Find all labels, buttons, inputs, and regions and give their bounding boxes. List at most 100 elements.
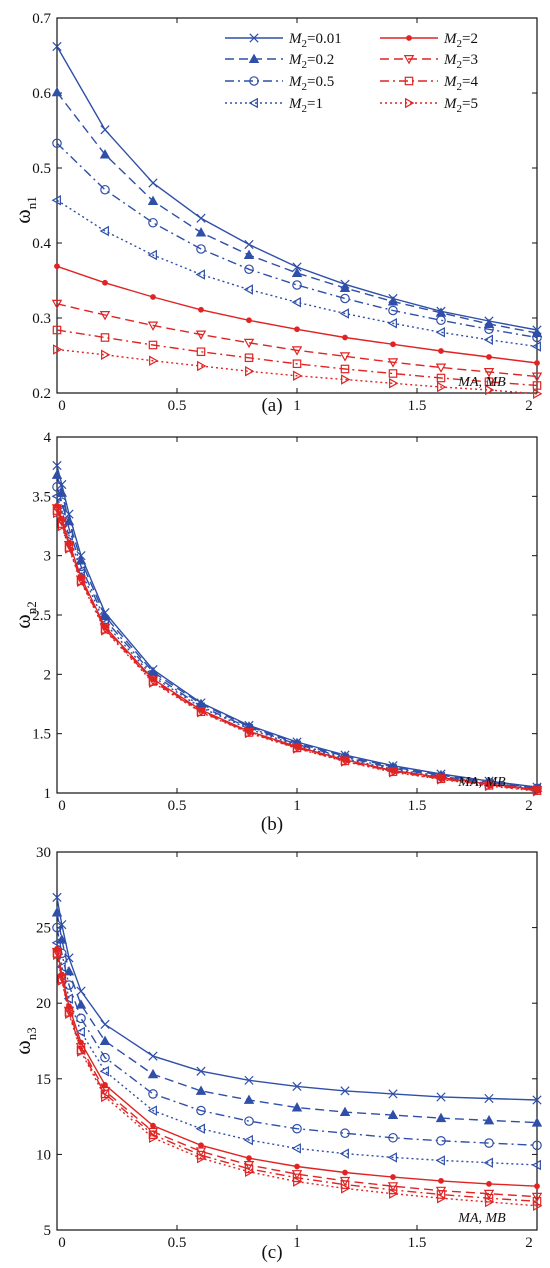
panel-a-series-1-point	[387, 296, 399, 306]
panel-c-series-4-point	[198, 1142, 204, 1149]
panel-c-series-7-point	[101, 1091, 111, 1103]
panel-c-series-4-point	[438, 1177, 444, 1184]
legend-label-1-value: =0.2	[307, 52, 334, 68]
panel-a-series-4-point	[294, 326, 300, 333]
panel-a-series-3-point	[99, 225, 109, 237]
panel-c-label: (c)	[261, 1242, 282, 1263]
panel-b-series-7-point	[57, 520, 68, 532]
legend-label-6-value: =4	[462, 74, 478, 90]
legend-label-4: M2=2	[443, 31, 478, 50]
panel-a-series-3-point	[435, 327, 445, 338]
panel-a-series-4-point	[438, 348, 444, 354]
panel-b-series	[51, 460, 543, 797]
panel-c-series-line-7	[56, 954, 538, 1207]
panel-a-series-6-point	[436, 373, 446, 383]
panel-c-series-2-point	[532, 1140, 542, 1151]
panel-a-series-2-point	[388, 305, 398, 316]
panel-b-y-tick-label: 1	[44, 786, 52, 802]
panel-c-series-0-point	[532, 1095, 542, 1105]
panel-c-y-tick-label: 5	[44, 1223, 52, 1239]
legend-label-4-value: =2	[462, 31, 478, 47]
panel-a-series-6-point	[196, 347, 206, 357]
legend-label-7-sub: 2	[457, 103, 463, 115]
panel-a-y-tick-label: 0.6	[32, 86, 51, 102]
panel-c-series-5-point	[63, 1006, 75, 1017]
panel-a-y-axis-label-sub: n1	[24, 196, 39, 209]
panel-a-series-0-point	[196, 213, 206, 223]
panel-c-series-1-point	[195, 1085, 207, 1095]
panel-c-y-axis-label: ωn3	[10, 1027, 39, 1054]
panel-a-series-5-point	[531, 372, 543, 382]
panel-c-y-tick-label: 15	[36, 1072, 51, 1088]
panel-a-series-line-7	[56, 348, 538, 395]
panel-c-series-4-point	[534, 1183, 540, 1190]
panel-c-series-3-point	[51, 937, 61, 948]
legend-label-5-sub: 2	[457, 59, 463, 71]
panel-c-series-3-point	[75, 1026, 85, 1038]
legend-label-4-m: M	[443, 31, 458, 47]
panel-a: 0.20.30.40.50.60.7 0 0.5 1 1.5 2 ωn1 MA, MB …	[10, 11, 543, 416]
panel-b-series-5-point	[75, 575, 87, 585]
panel-b-series-7-point	[101, 625, 111, 636]
panel-a-series-2-point	[100, 184, 110, 195]
panel-a-series-7-point	[533, 388, 543, 399]
panel-c-series-0-point	[292, 1081, 302, 1091]
legend-marker-1	[248, 53, 260, 63]
panel-c-series-4-point	[342, 1169, 348, 1176]
panel-c-series-7-point	[149, 1132, 159, 1143]
legend-label-6: M2=4	[443, 74, 478, 93]
panel-b-x-tick-label: 0.5	[168, 798, 187, 814]
panel-a-series-4-point	[342, 334, 348, 341]
panel-c-series-4-point	[150, 1122, 156, 1129]
panel-a-series-6-point	[484, 377, 494, 387]
legend-marker-5	[403, 55, 415, 65]
panel-c-series-1-point	[291, 1102, 303, 1112]
panel-a-y-ticks: 0.2 0.3 0.4 0.5 0.6 0.7	[32, 11, 537, 402]
panel-c-series-7-point	[77, 1046, 87, 1057]
panel-a-series-7-point	[53, 344, 63, 355]
panel-c-series-0-point	[100, 1019, 110, 1029]
legend-label-1-sub: 2	[302, 59, 308, 71]
panel-c-series-7-point	[57, 975, 68, 986]
panel-b-series-7-point	[53, 507, 63, 519]
panel-b-y-tick-label: 3	[44, 549, 52, 565]
panel-c-series	[51, 892, 543, 1212]
panel-c-series-2-point	[292, 1123, 302, 1134]
panel-a-series-1-point	[195, 227, 207, 237]
panel-c-series-0-point	[340, 1086, 350, 1096]
panel-b-series-line-7	[56, 512, 538, 792]
panel-c-series-4-point	[294, 1163, 300, 1170]
panel-c-x-tick-label: 0.5	[168, 1235, 187, 1251]
panel-a-x-tick-label: 1.5	[408, 398, 427, 414]
legend-label-2-value: =0.5	[307, 74, 334, 90]
panel-a-series-5-point	[195, 330, 207, 340]
panel-a-series-1-point	[99, 149, 111, 159]
legend-label-0-m: M	[288, 31, 303, 47]
legend-marker-0	[249, 33, 259, 43]
panel-a-series-5-point	[291, 346, 303, 356]
panel-c-series-5-point	[56, 973, 68, 983]
panel-a-series-3-point	[147, 249, 157, 261]
panel-c-series-line-1	[56, 912, 538, 1124]
panel-a-y-tick-label: 0.5	[32, 161, 51, 177]
panel-a-x-tick-label: 1	[293, 398, 301, 414]
panel-a-x-axis-label: MA, MB	[457, 375, 506, 390]
panel-c-series-7-point	[341, 1183, 351, 1194]
panel-b-series-line-3	[56, 496, 538, 790]
panel-c-series-4-point	[102, 1081, 108, 1088]
panel-c-series-3-point	[387, 1152, 397, 1163]
panel-b-y-axis-label: ωn2	[10, 601, 39, 628]
panel-b-y-axis-label-main: ω	[10, 614, 35, 628]
panel-b-series-2-point	[56, 497, 67, 508]
panel-b-x-tick-label: 1.5	[408, 798, 427, 814]
panel-a-series-7-point	[293, 370, 303, 381]
panel-c-series-7-point	[245, 1166, 255, 1178]
panel-c-series-3-point	[531, 1159, 541, 1171]
panel-c-series-7-point	[53, 949, 63, 961]
panel-c-series-3-point	[291, 1143, 301, 1154]
panel-b-series-5-point	[56, 517, 68, 527]
legend-label-0-value: =0.01	[307, 31, 342, 47]
panel-a-series-7-point	[437, 381, 447, 393]
panel-a-series-3-point	[387, 318, 397, 329]
